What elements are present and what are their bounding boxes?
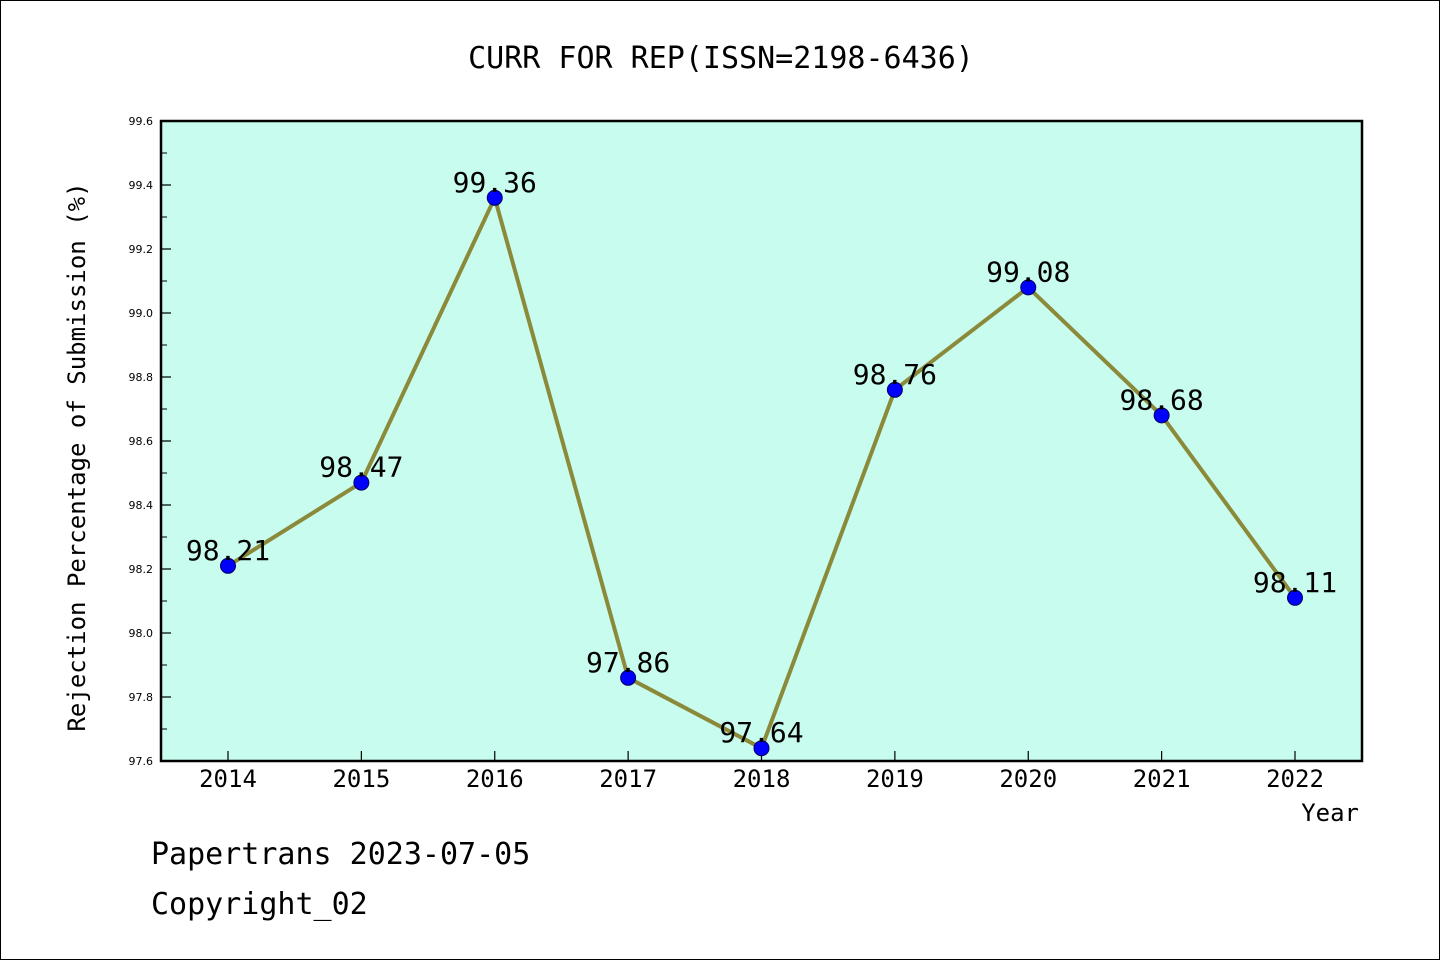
plot-area xyxy=(159,119,1364,763)
x-axis-label: Year xyxy=(1301,799,1359,827)
data-point xyxy=(753,740,770,757)
y-tick-label: 98.2 xyxy=(129,563,154,576)
chart-title: CURR FOR REP(ISSN=2198-6436) xyxy=(468,41,974,76)
y-axis-label: Rejection Percentage of Submission (%) xyxy=(63,182,91,731)
x-tick-label: 2019 xyxy=(866,765,924,793)
data-label: 99.08 xyxy=(986,255,1070,288)
data-label: 98.21 xyxy=(186,534,270,567)
data-label: 97.64 xyxy=(719,716,803,749)
x-tick-label: 2015 xyxy=(332,765,390,793)
y-tick-label: 98.0 xyxy=(129,627,154,640)
x-tick-label: 2021 xyxy=(1133,765,1191,793)
data-point xyxy=(1020,279,1037,296)
data-point xyxy=(620,669,637,686)
y-tick-label: 99.4 xyxy=(129,179,154,192)
x-tick-label: 2018 xyxy=(733,765,791,793)
data-point xyxy=(353,474,370,491)
y-tick-label: 99.6 xyxy=(129,115,154,128)
footer-line-2: Copyright_02 xyxy=(151,887,368,922)
x-tick-label: 2020 xyxy=(999,765,1057,793)
footer-line-1: Papertrans 2023-07-05 xyxy=(151,837,531,872)
data-label: 98.76 xyxy=(853,358,937,391)
data-point xyxy=(886,381,903,398)
x-tick-label: 2014 xyxy=(199,765,257,793)
data-point xyxy=(1153,407,1170,424)
data-point xyxy=(486,189,503,206)
data-label: 98.47 xyxy=(319,451,403,484)
x-tick-label: 2017 xyxy=(599,765,657,793)
y-tick-label: 97.8 xyxy=(129,691,154,704)
series-layer: 98.21 98.47 99.36 97.86 97.64 98.76 99.08 98.68… xyxy=(186,166,1337,757)
y-tick-label: 98.4 xyxy=(129,499,154,512)
data-point xyxy=(220,557,236,574)
y-axis: 97.6 97.8 98.0 98.2 98.4 98.6 98.8 99.0 99.2 99.4… xyxy=(129,115,171,768)
data-label: 98.11 xyxy=(1253,566,1337,599)
x-axis: 2014 2015 2016 2017 2018 2019 2020 2021 2022 xyxy=(199,751,1324,793)
y-tick-label: 99.2 xyxy=(129,243,154,256)
data-label: 97.86 xyxy=(586,646,670,679)
data-point xyxy=(1287,589,1303,606)
y-tick-label: 99.0 xyxy=(129,307,154,320)
data-label: 98.68 xyxy=(1119,383,1203,416)
x-tick-label: 2022 xyxy=(1266,765,1324,793)
x-tick-label: 2016 xyxy=(466,765,524,793)
data-label: 99.36 xyxy=(453,166,537,199)
y-tick-label: 98.8 xyxy=(129,371,154,384)
y-tick-label: 98.6 xyxy=(129,435,154,448)
y-tick-label: 97.6 xyxy=(129,755,154,768)
